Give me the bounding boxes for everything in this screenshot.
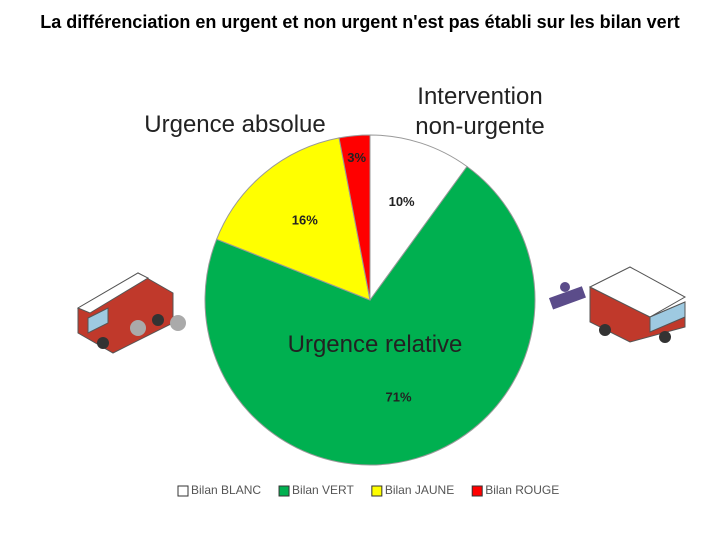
- legend-swatch: [278, 485, 290, 497]
- legend-label: Bilan JAUNE: [385, 483, 454, 497]
- pie-slice: [215, 137, 371, 301]
- legend-label: Bilan ROUGE: [485, 483, 559, 497]
- data-label: 3%: [347, 150, 366, 165]
- legend-swatch: [471, 485, 483, 497]
- pie-slice: [338, 134, 371, 301]
- ambulance-icon: [548, 266, 687, 343]
- legend-label: Bilan BLANC: [191, 483, 261, 497]
- annotation: Urgence absolue: [144, 111, 326, 138]
- annotation: Urgence relative: [287, 331, 463, 358]
- legend-label: Bilan VERT: [292, 483, 354, 497]
- ambulance-icon: [76, 272, 186, 354]
- data-label: 71%: [386, 390, 412, 405]
- data-label: 16%: [292, 213, 318, 228]
- legend-swatch: [371, 485, 383, 497]
- pie-slice: [204, 165, 536, 466]
- pie-slice: [369, 134, 468, 302]
- data-label: 10%: [389, 194, 415, 209]
- chart-title: La différenciation en urgent et non urge…: [40, 12, 680, 32]
- annotation: Intervention non-urgente: [415, 83, 545, 140]
- legend-swatch: [177, 485, 189, 497]
